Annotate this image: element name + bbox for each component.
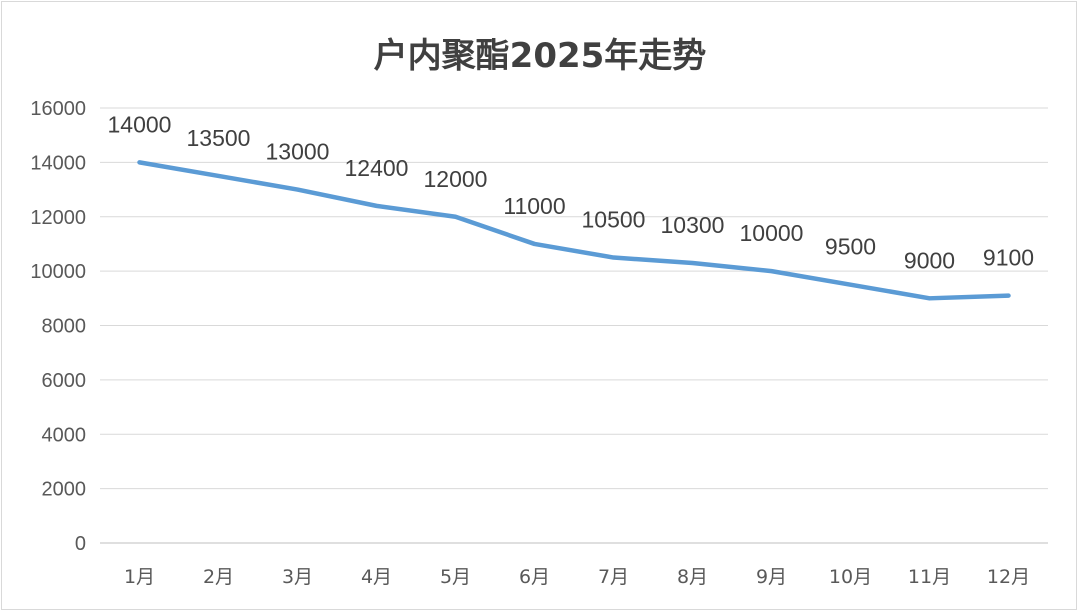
- x-tick-label: 4月: [361, 566, 392, 588]
- y-tick-label: 6000: [42, 370, 87, 392]
- data-label: 12000: [424, 166, 488, 192]
- x-tick-label: 7月: [598, 566, 629, 588]
- x-tick-label: 2月: [203, 566, 234, 588]
- x-tick-label: 5月: [440, 566, 471, 588]
- data-label: 10500: [582, 207, 646, 233]
- y-axis: 0 2000 4000 6000 8000 10000 12000 14000 16000: [30, 98, 86, 555]
- y-tick-label: 16000: [30, 98, 86, 120]
- y-tick-label: 10000: [30, 261, 86, 283]
- series-line: [137, 160, 1011, 301]
- data-label: 9500: [825, 234, 876, 260]
- data-label: 11000: [503, 193, 565, 219]
- data-label: 10300: [661, 212, 725, 238]
- data-label: 13000: [266, 139, 330, 165]
- data-label: 13500: [187, 125, 251, 151]
- data-label: 9000: [904, 247, 955, 273]
- data-label: 10000: [740, 220, 804, 246]
- x-tick-label: 3月: [282, 566, 313, 588]
- x-tick-label: 6月: [519, 566, 550, 588]
- x-tick-label: 12月: [987, 566, 1030, 588]
- data-label: 14000: [108, 111, 172, 137]
- x-tick-label: 10月: [829, 566, 872, 588]
- data-labels: 14000 13500 13000 12400 12000 11000 10500 10300…: [108, 111, 1035, 273]
- data-label: 12400: [345, 155, 409, 181]
- series-group: [137, 160, 1011, 301]
- x-tick-label: 8月: [677, 566, 708, 588]
- y-tick-label: 2000: [42, 479, 87, 501]
- x-axis: 1月 2月 3月 4月 5月 6月 7月 8月 9月 10月 11月 12月: [124, 566, 1030, 588]
- x-tick-label: 1月: [124, 566, 155, 588]
- y-tick-label: 4000: [42, 424, 87, 446]
- x-tick-label: 11月: [908, 566, 951, 588]
- gridlines: [100, 107, 1048, 544]
- y-tick-label: 14000: [30, 152, 86, 174]
- chart-title: 户内聚酯2025年走势: [373, 36, 707, 76]
- y-tick-label: 12000: [30, 207, 86, 229]
- data-label: 9100: [983, 245, 1034, 271]
- y-tick-label: 0: [75, 533, 86, 555]
- y-tick-label: 8000: [42, 316, 87, 338]
- x-tick-label: 9月: [756, 566, 787, 588]
